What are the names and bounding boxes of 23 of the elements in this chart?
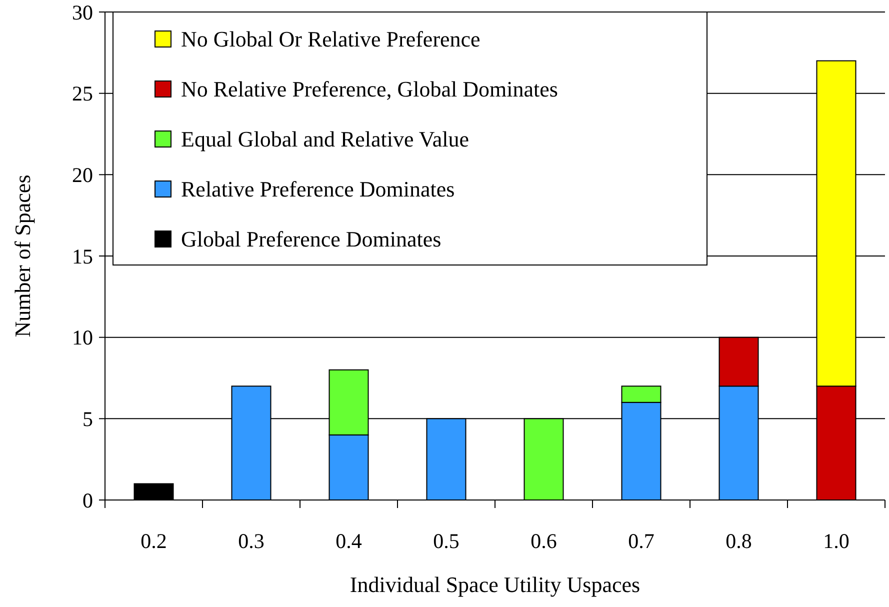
bar	[134, 483, 174, 500]
y-tick-label: 20	[72, 163, 93, 188]
x-tick-label: 0.3	[238, 529, 264, 553]
y-tick-label: 25	[72, 82, 93, 106]
x-tick-label: 0.6	[530, 529, 557, 553]
x-tick-label: 1.0	[823, 529, 850, 553]
y-tick-label: 5	[82, 407, 93, 432]
x-tick-label: 0.4	[336, 529, 362, 553]
x-tick-label: 0.5	[433, 529, 460, 553]
legend-label: Global Preference Dominates	[181, 226, 442, 252]
legend-label: No Relative Preference, Global Dominates	[181, 76, 558, 102]
x-axis-title: Individual Space Utility Uspaces	[350, 572, 640, 597]
y-tick-label: 30	[72, 0, 93, 24]
y-axis-title: Number of Spaces	[10, 174, 35, 338]
y-tick-label: 0	[82, 488, 93, 512]
legend-label: No Global Or Relative Preference	[181, 26, 480, 52]
y-tick-label: 15	[72, 244, 93, 268]
x-tick-label: 0.2	[140, 529, 167, 553]
legend-label: Relative Preference Dominates	[181, 176, 455, 202]
y-tick-label: 10	[72, 326, 93, 350]
x-tick-label: 0.8	[726, 529, 752, 553]
x-tick-label: 0.7	[628, 529, 654, 553]
legend-label: Equal Global and Relative Value	[181, 126, 469, 152]
